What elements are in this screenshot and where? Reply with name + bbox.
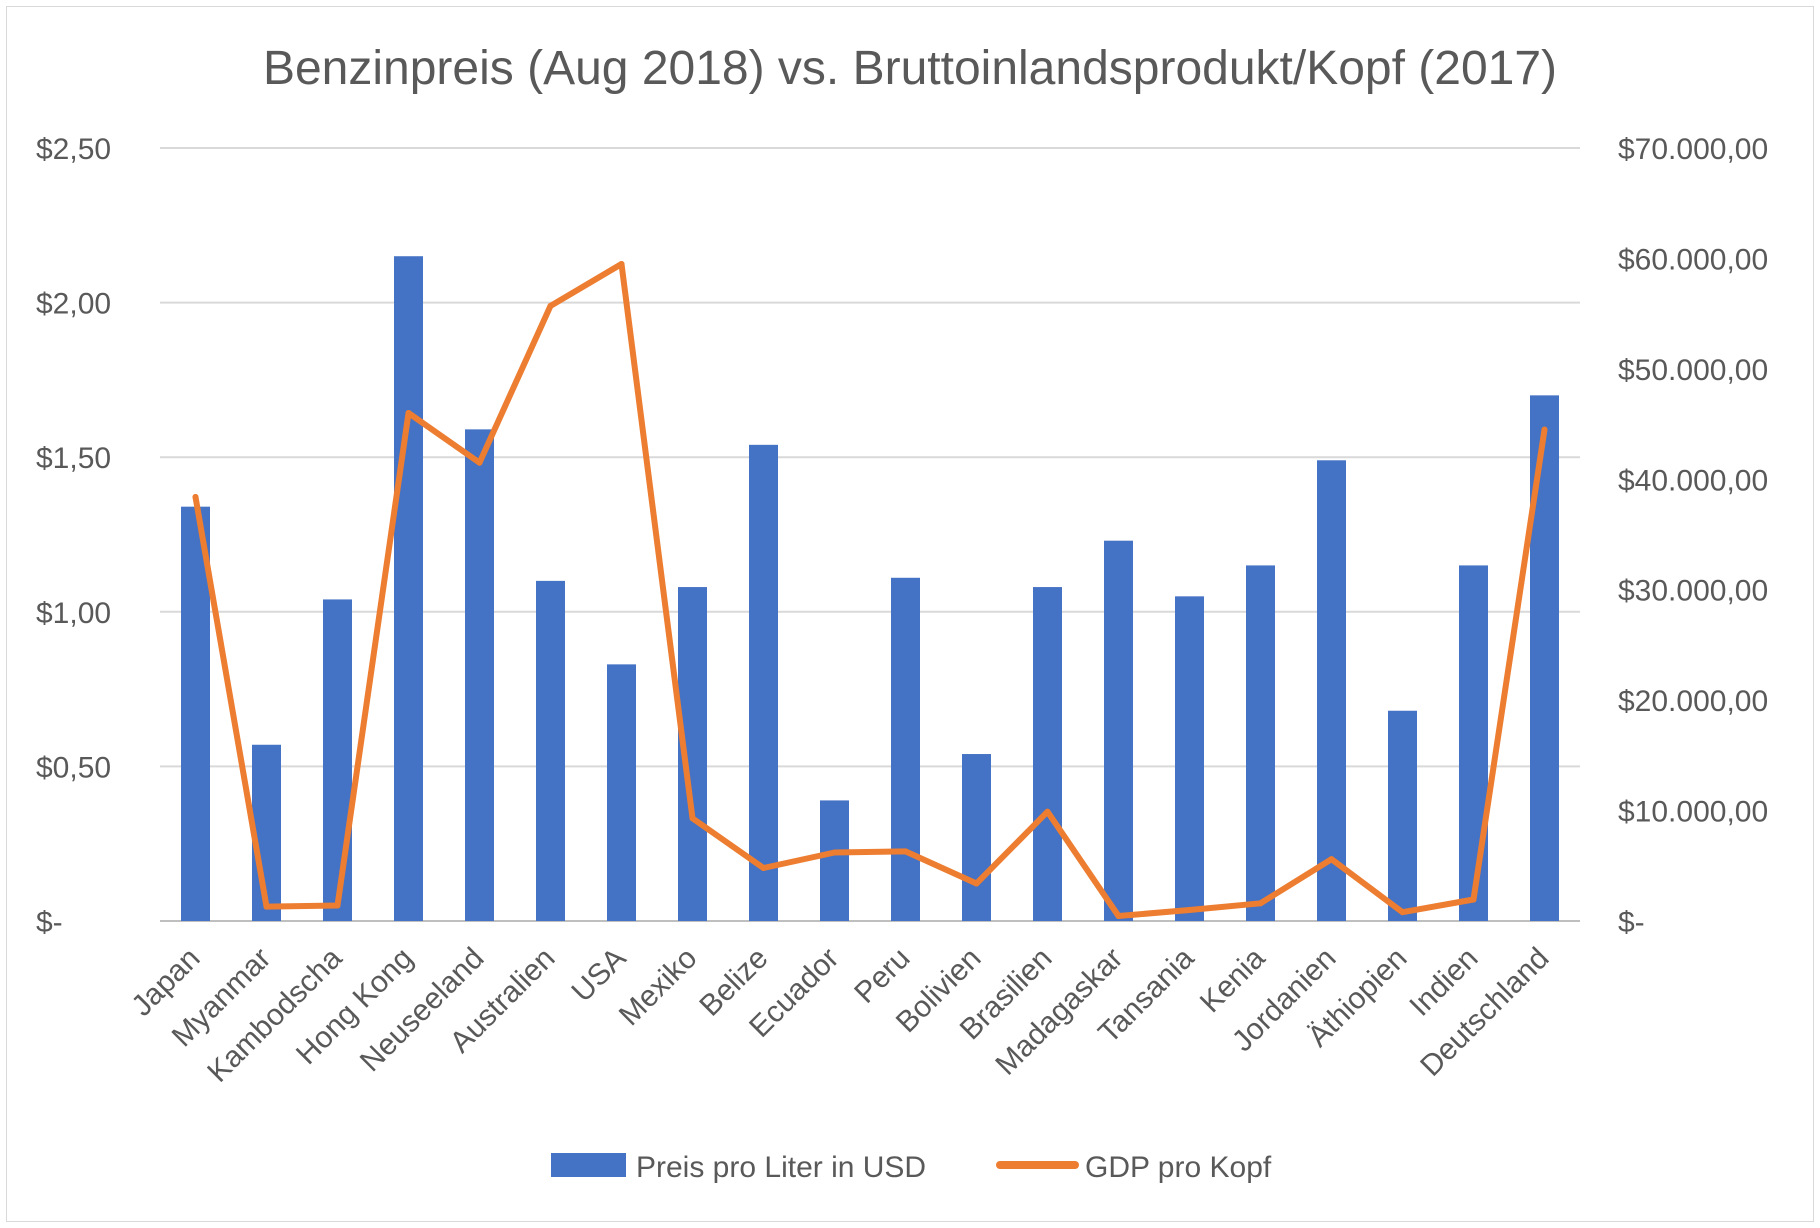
right-tick-label: $10.000,00	[1618, 796, 1768, 829]
left-tick-label: $2,50	[36, 133, 111, 166]
line-point	[1328, 856, 1335, 863]
bar	[1388, 710, 1417, 921]
right-tick-label: $40.000,00	[1618, 464, 1768, 497]
bar	[749, 444, 778, 921]
left-tick-label: $0,50	[36, 751, 111, 784]
line-point	[902, 848, 909, 855]
line-point	[1470, 896, 1477, 903]
bar	[181, 506, 210, 921]
right-tick-label: $70.000,00	[1618, 133, 1768, 166]
line-series	[192, 260, 1548, 920]
line-point	[618, 260, 625, 267]
bar	[1459, 565, 1488, 921]
bar	[465, 429, 494, 921]
legend: Preis pro Liter in USD GDP pro Kopf	[551, 1151, 1272, 1184]
line-point	[831, 849, 838, 856]
line-point	[334, 902, 341, 909]
bar	[536, 580, 565, 921]
line-point	[1115, 913, 1122, 920]
left-tick-label: $-	[36, 906, 63, 939]
legend-swatch-bars	[551, 1153, 626, 1177]
bar	[1175, 596, 1204, 921]
left-tick-label: $2,00	[36, 288, 111, 321]
line-point	[1186, 906, 1193, 913]
category-label: Mexiko	[613, 942, 704, 1033]
right-tick-label: $60.000,00	[1618, 243, 1768, 276]
right-tick-label: $50.000,00	[1618, 354, 1768, 387]
legend-label-bars: Preis pro Liter in USD	[636, 1151, 926, 1184]
line-point	[1044, 808, 1051, 815]
bar	[394, 256, 423, 922]
right-axis: $- $10.000,00 $20.000,00 $30.000,00 $40.000,…	[1618, 133, 1768, 939]
bar	[323, 599, 352, 921]
line-point	[973, 880, 980, 887]
bar	[1033, 587, 1062, 921]
gridlines	[160, 147, 1580, 922]
bar	[962, 754, 991, 921]
bar	[607, 664, 636, 921]
line-point	[192, 493, 199, 500]
right-tick-label: $30.000,00	[1618, 575, 1768, 608]
line-point	[263, 903, 270, 910]
chart-title: Benzinpreis (Aug 2018) vs. Bruttoinlands…	[263, 42, 1557, 95]
right-tick-label: $-	[1618, 906, 1645, 939]
bar	[1246, 565, 1275, 921]
left-tick-label: $1,50	[36, 442, 111, 475]
line-point	[1399, 909, 1406, 916]
legend-label-line: GDP pro Kopf	[1085, 1151, 1272, 1184]
bar	[1530, 395, 1559, 921]
gdp-line	[192, 261, 1548, 919]
right-tick-label: $20.000,00	[1618, 685, 1768, 718]
line-point	[760, 864, 767, 871]
bar	[1104, 540, 1133, 921]
bar	[1317, 460, 1346, 921]
line-point	[547, 302, 554, 309]
line-point	[1541, 426, 1548, 433]
line-point	[476, 459, 483, 466]
bar	[891, 577, 920, 921]
bar-series	[181, 256, 1559, 922]
line-point	[689, 815, 696, 822]
line-point	[405, 410, 412, 417]
bar	[820, 800, 849, 921]
left-axis: $- $0,50 $1,00 $1,50 $2,00 $2,50	[36, 133, 111, 939]
line-point	[1257, 900, 1264, 907]
left-tick-label: $1,00	[36, 597, 111, 630]
